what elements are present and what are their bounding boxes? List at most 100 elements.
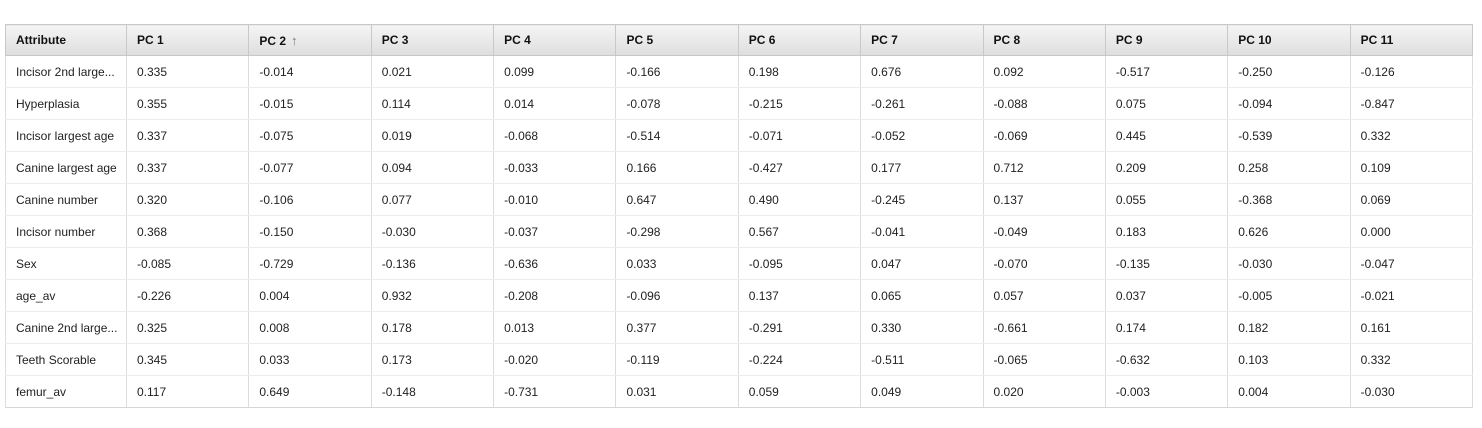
pc-value-cell: 0.209: [1105, 151, 1229, 184]
column-header-attribute[interactable]: Attribute: [5, 24, 127, 56]
header-row: Attribute PC 1 PC 2 ↑ PC 3 PC 4 PC 5 PC 6 PC 7 PC…: [5, 24, 1473, 56]
pc-value-cell: -0.085: [126, 247, 250, 280]
table-row[interactable]: Canine 2nd large... 0.325 0.008 0.178 0.013 0…: [5, 311, 1473, 344]
column-header-label: PC 8: [993, 33, 1021, 47]
pc-value-cell: -0.030: [1350, 375, 1473, 408]
table-row[interactable]: Canine number 0.320 -0.106 0.077 -0.010 0.647…: [5, 183, 1473, 216]
pc-value-cell: -0.298: [615, 215, 739, 248]
pc-value-cell: -0.094: [1227, 87, 1351, 120]
table-row[interactable]: Incisor 2nd large... 0.335 -0.014 0.021 0.09…: [5, 55, 1473, 88]
pc-value-cell: -0.661: [983, 311, 1106, 344]
pc-value-cell: 0.008: [248, 311, 372, 344]
pc-value-cell: -0.077: [248, 151, 372, 184]
pc-value-cell: 0.094: [371, 151, 495, 184]
column-header-pc-1[interactable]: PC 1: [125, 24, 250, 56]
pc-value-cell: -0.014: [248, 55, 372, 88]
pc-value-cell: 0.014: [493, 87, 617, 120]
pc-value-cell: -0.033: [493, 151, 617, 184]
column-header-pc-4[interactable]: PC 4: [493, 24, 617, 56]
column-header-label: PC 11: [1360, 33, 1394, 47]
pc-value-cell: 0.177: [860, 151, 984, 184]
pc-value-cell: -0.150: [248, 215, 372, 248]
pc-value-cell: -0.539: [1227, 119, 1351, 152]
pca-eigenvector-table: Attribute PC 1 PC 2 ↑ PC 3 PC 4 PC 5 PC 6 PC 7 PC…: [5, 24, 1473, 408]
pc-value-cell: 0.332: [1350, 119, 1473, 152]
pc-value-cell: -0.245: [860, 183, 984, 216]
pc-value-cell: 0.137: [738, 279, 862, 312]
pc-value-cell: -0.021: [1350, 279, 1473, 312]
column-header-label: PC 10: [1238, 33, 1272, 47]
pc-value-cell: -0.291: [738, 311, 862, 344]
pc-value-cell: 0.178: [371, 311, 495, 344]
pc-value-cell: 0.712: [983, 151, 1106, 184]
pc-value-cell: -0.731: [493, 375, 617, 408]
pc-value-cell: -0.052: [860, 119, 984, 152]
pc-value-cell: 0.161: [1350, 311, 1473, 344]
pc-value-cell: 0.019: [371, 119, 495, 152]
attribute-cell: Canine largest age: [5, 151, 127, 184]
sort-ascending-icon[interactable]: ↑: [291, 32, 298, 48]
pc-value-cell: 0.103: [1227, 343, 1351, 376]
column-header-label: PC 4: [504, 33, 531, 47]
table-row[interactable]: Canine largest age 0.337 -0.077 0.094 -0.033…: [5, 151, 1473, 184]
pc-value-cell: -0.261: [860, 87, 984, 120]
pc-value-cell: 0.337: [126, 151, 250, 184]
pc-value-cell: -0.069: [983, 119, 1106, 152]
pc-value-cell: -0.037: [493, 215, 617, 248]
table-row[interactable]: femur_av 0.117 0.649 -0.148 -0.731 0.031 0.059…: [5, 375, 1473, 408]
attribute-cell: Incisor largest age: [5, 119, 127, 152]
pc-value-cell: -0.096: [615, 279, 739, 312]
table-row[interactable]: Incisor largest age 0.337 -0.075 0.019 -0.06…: [5, 119, 1473, 152]
pc-value-cell: -0.250: [1227, 55, 1351, 88]
pc-value-cell: 0.649: [248, 375, 372, 408]
pc-value-cell: -0.166: [615, 55, 739, 88]
pc-value-cell: 0.932: [371, 279, 495, 312]
pc-value-cell: 0.567: [738, 215, 862, 248]
column-header-label: PC 7: [871, 33, 898, 47]
pc-value-cell: 0.320: [126, 183, 250, 216]
pc-value-cell: 0.335: [126, 55, 250, 88]
column-header-label: Attribute: [16, 33, 66, 47]
attribute-cell: age_av: [5, 279, 127, 312]
pc-value-cell: -0.020: [493, 343, 617, 376]
pc-value-cell: 0.057: [983, 279, 1106, 312]
table-row[interactable]: Sex -0.085 -0.729 -0.136 -0.636 0.033 -0.095 0.…: [5, 247, 1473, 280]
column-header-pc-6[interactable]: PC 6: [737, 24, 862, 56]
pc-value-cell: -0.071: [738, 119, 862, 152]
pc-value-cell: 0.033: [248, 343, 372, 376]
pc-value-cell: 0.647: [615, 183, 739, 216]
column-header-label: PC 9: [1115, 33, 1143, 47]
pc-value-cell: -0.003: [1105, 375, 1229, 408]
pc-value-cell: 0.368: [126, 215, 250, 248]
pc-value-cell: -0.427: [738, 151, 862, 184]
pc-value-cell: 0.355: [126, 87, 250, 120]
pc-value-cell: -0.010: [493, 183, 617, 216]
table-row[interactable]: Hyperplasia 0.355 -0.015 0.114 0.014 -0.078 -0…: [5, 87, 1473, 120]
pc-value-cell: 0.004: [248, 279, 372, 312]
column-header-pc-3[interactable]: PC 3: [370, 24, 495, 56]
attribute-cell: Incisor 2nd large...: [5, 55, 127, 88]
pc-value-cell: 0.166: [615, 151, 739, 184]
column-header-pc-11[interactable]: PC 11: [1349, 24, 1473, 56]
pc-value-cell: -0.215: [738, 87, 862, 120]
pc-value-cell: 0.337: [126, 119, 250, 152]
pc-value-cell: 0.000: [1350, 215, 1473, 248]
table-row[interactable]: Teeth Scorable 0.345 0.033 0.173 -0.020 -0.11…: [5, 343, 1473, 376]
attribute-cell: Teeth Scorable: [5, 343, 127, 376]
table-row[interactable]: age_av -0.226 0.004 0.932 -0.208 -0.096 0.137 0…: [5, 279, 1473, 312]
column-header-pc-8[interactable]: PC 8: [982, 24, 1106, 56]
pc-value-cell: 0.013: [493, 311, 617, 344]
column-header-pc-2[interactable]: PC 2 ↑: [248, 24, 372, 56]
column-header-pc-9[interactable]: PC 9: [1104, 24, 1229, 56]
column-header-pc-10[interactable]: PC 10: [1227, 24, 1351, 56]
pc-value-cell: -0.636: [493, 247, 617, 280]
attribute-cell: Sex: [5, 247, 127, 280]
pc-value-cell: 0.117: [126, 375, 250, 408]
column-header-pc-7[interactable]: PC 7: [860, 24, 984, 56]
pc-value-cell: -0.729: [248, 247, 372, 280]
table-row[interactable]: Incisor number 0.368 -0.150 -0.030 -0.037 -0.…: [5, 215, 1473, 248]
table-header: Attribute PC 1 PC 2 ↑ PC 3 PC 4 PC 5 PC 6 PC 7 PC…: [5, 24, 1473, 56]
column-header-pc-5[interactable]: PC 5: [615, 24, 739, 56]
pc-value-cell: -0.030: [1227, 247, 1351, 280]
pc-value-cell: -0.148: [371, 375, 495, 408]
